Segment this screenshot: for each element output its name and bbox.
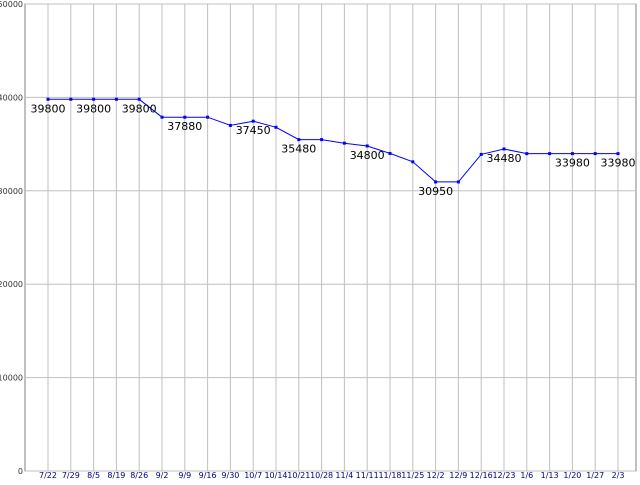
- data-point: [251, 119, 255, 123]
- data-label: 39800: [76, 102, 111, 115]
- x-tick-label: 10/7: [244, 471, 262, 480]
- data-label: 34800: [350, 149, 385, 162]
- x-tick-label: 9/2: [156, 471, 169, 480]
- data-point: [320, 138, 324, 142]
- y-tick-label: 30000: [0, 187, 23, 196]
- data-point: [69, 97, 73, 101]
- x-tick-label: 12/9: [449, 471, 467, 480]
- y-tick-label: 50000: [0, 0, 23, 9]
- data-point: [502, 147, 506, 151]
- data-point: [342, 141, 346, 145]
- data-point: [365, 144, 369, 148]
- x-tick-label: 12/23: [492, 471, 515, 480]
- x-tick-label: 11/25: [401, 471, 424, 480]
- x-tick-label: 9/16: [199, 471, 217, 480]
- data-label: 37880: [167, 120, 202, 133]
- data-point: [92, 97, 96, 101]
- data-point: [616, 152, 620, 156]
- x-tick-label: 10/28: [310, 471, 333, 480]
- x-tick-label: 8/19: [107, 471, 125, 480]
- data-point: [411, 160, 415, 164]
- data-point: [479, 152, 483, 156]
- y-tick-label: 10000: [0, 374, 23, 383]
- data-point: [570, 152, 574, 156]
- data-point: [114, 97, 118, 101]
- x-tick-label: 9/30: [221, 471, 239, 480]
- data-point: [274, 125, 278, 129]
- series-line: [48, 98, 618, 183]
- data-point: [593, 152, 597, 156]
- data-point: [434, 180, 438, 184]
- data-point: [183, 115, 187, 119]
- x-tick-label: 2/3: [612, 471, 625, 480]
- x-tick-label: 7/29: [62, 471, 80, 480]
- x-tick-label: 11/4: [335, 471, 353, 480]
- data-label: 37450: [236, 124, 271, 137]
- x-tick-label: 12/16: [470, 471, 493, 480]
- data-label: 30950: [418, 185, 453, 198]
- data-point: [160, 115, 164, 119]
- x-tick-label: 1/27: [586, 471, 604, 480]
- x-tick-label: 11/11: [356, 471, 379, 480]
- y-tick-label: 20000: [0, 280, 23, 289]
- data-point: [137, 97, 141, 101]
- x-tick-label: 12/2: [427, 471, 445, 480]
- data-point: [456, 180, 460, 184]
- x-tick-label: 1/13: [541, 471, 559, 480]
- x-tick-label: 11/18: [378, 471, 401, 480]
- x-tick-label: 10/21: [287, 471, 310, 480]
- data-point: [525, 152, 529, 156]
- data-point: [228, 123, 232, 127]
- data-label: 39800: [122, 102, 157, 115]
- data-label: 33980: [555, 157, 590, 170]
- plot-area: [24, 3, 637, 472]
- y-tick-label: 0: [18, 467, 23, 476]
- data-label: 39800: [31, 102, 66, 115]
- y-tick-label: 40000: [0, 93, 23, 102]
- x-tick-label: 1/20: [563, 471, 581, 480]
- x-tick-label: 7/22: [39, 471, 57, 480]
- data-point: [206, 115, 210, 119]
- data-point: [297, 138, 301, 142]
- data-point: [388, 151, 392, 155]
- data-label: 33980: [601, 157, 636, 170]
- x-tick-label: 1/6: [520, 471, 533, 480]
- data-point: [548, 152, 552, 156]
- data-label: 35480: [281, 143, 316, 156]
- data-point: [46, 97, 50, 101]
- data-label: 34480: [487, 152, 522, 165]
- x-tick-label: 8/26: [130, 471, 148, 480]
- x-tick-label: 9/9: [178, 471, 191, 480]
- x-tick-label: 8/5: [87, 471, 100, 480]
- x-tick-label: 10/14: [264, 471, 287, 480]
